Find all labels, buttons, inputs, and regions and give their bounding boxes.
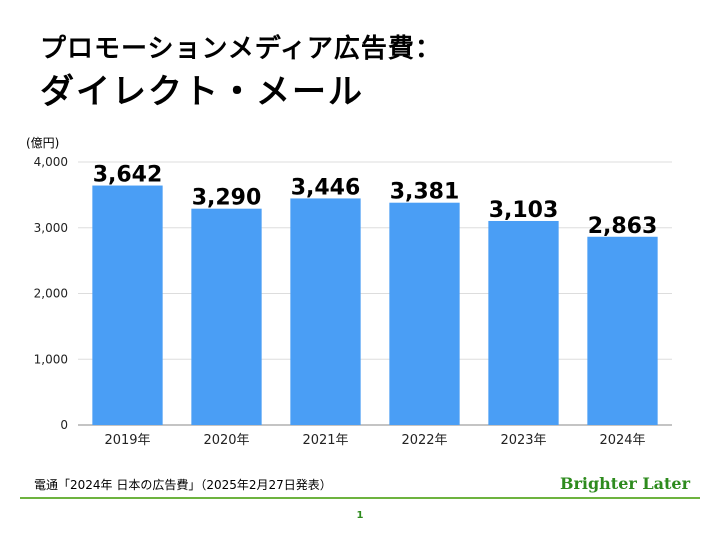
y-tick-label: 2,000 <box>34 287 68 301</box>
footer-divider <box>20 497 700 499</box>
data-label: 3,103 <box>489 198 559 223</box>
data-label: 3,290 <box>192 186 262 211</box>
bar <box>587 236 658 425</box>
y-axis-unit-label: (億円) <box>26 136 60 150</box>
brand-logo: Brighter Later <box>559 474 690 493</box>
bar <box>389 202 460 425</box>
x-tick-label: 2019年 <box>104 433 150 448</box>
data-label: 3,446 <box>291 175 361 200</box>
x-tick-label: 2021年 <box>302 433 348 448</box>
y-tick-label: 4,000 <box>34 155 68 169</box>
bar <box>488 220 559 425</box>
bar <box>290 198 361 425</box>
title-line-2: ダイレクト・メール <box>40 72 364 112</box>
x-tick-label: 2020年 <box>203 433 249 448</box>
source-citation: 電通「2024年 日本の広告費」（2025年2月27日発表） <box>34 478 332 492</box>
page-number: 1 <box>356 510 364 521</box>
x-tick-label: 2024年 <box>599 433 645 448</box>
bar <box>92 185 163 425</box>
x-tick-label: 2022年 <box>401 433 447 448</box>
title-line-1: プロモーションメディア広告費： <box>40 34 442 64</box>
y-tick-label: 1,000 <box>34 352 68 366</box>
x-tick-label: 2023年 <box>500 433 546 448</box>
data-label: 3,642 <box>93 163 163 188</box>
y-tick-label: 0 <box>60 418 68 432</box>
bar <box>191 208 262 425</box>
data-label: 2,863 <box>588 214 658 239</box>
y-tick-label: 3,000 <box>34 221 68 235</box>
data-label: 3,381 <box>390 180 460 205</box>
